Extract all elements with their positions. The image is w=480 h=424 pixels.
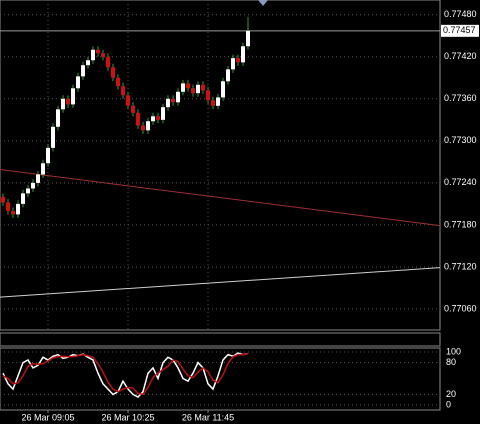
candle-body — [81, 65, 85, 77]
y-tick-label: 0 — [446, 399, 451, 409]
y-tick-label: 80 — [446, 357, 456, 367]
candle-body — [21, 193, 25, 204]
candle-body — [71, 88, 75, 105]
candle-body — [191, 88, 195, 94]
candle-body — [181, 83, 185, 92]
y-tick-label: 0.77420 — [444, 51, 477, 61]
candle-body — [31, 182, 35, 189]
main-panel — [0, 0, 441, 331]
candle-body — [41, 163, 45, 175]
y-tick-label: 0.77180 — [444, 219, 477, 229]
candle-body — [231, 58, 235, 70]
price-box — [441, 24, 479, 37]
candle-body — [151, 116, 155, 122]
shift-marker — [258, 0, 268, 6]
indicator-panel — [0, 332, 441, 347]
candle-body — [221, 81, 225, 98]
candle-body — [241, 46, 245, 63]
x-tick-label: 26 Mar 10:25 — [101, 412, 154, 422]
candle-body — [1, 196, 5, 203]
candle-body — [236, 58, 240, 63]
x-tick-label: 26 Mar 11:45 — [182, 412, 234, 422]
candle-body — [106, 56, 110, 68]
candle-body — [246, 30, 250, 47]
candle-body — [206, 90, 210, 101]
candle-body — [121, 86, 125, 96]
candle-body — [16, 203, 20, 215]
candle-body — [136, 112, 140, 126]
candle-body — [146, 121, 150, 131]
y-tick-label: 20 — [446, 389, 456, 399]
candle-body — [61, 98, 65, 110]
stochastic-line — [2, 352, 249, 398]
candle-body — [141, 125, 145, 131]
stochastic-panel — [0, 347, 441, 411]
candle-body — [196, 84, 200, 94]
candle-body — [96, 49, 100, 54]
candle-body — [111, 67, 115, 78]
x-tick-label: 26 Mar 09:05 — [21, 412, 74, 422]
candle-body — [36, 174, 40, 183]
candle-body — [66, 98, 70, 105]
candle-body — [51, 126, 55, 148]
candle-body — [166, 98, 170, 108]
candle-body — [76, 76, 80, 89]
candle-body — [86, 60, 90, 66]
candle-body — [156, 116, 160, 120]
y-tick-label: 0.77480 — [444, 9, 477, 19]
candle-body — [186, 83, 190, 89]
y-tick-label: 0.77240 — [444, 177, 477, 187]
y-tick-label: 0.77360 — [444, 93, 477, 103]
y-tick-label: 100 — [446, 346, 461, 356]
candle-body — [116, 77, 120, 87]
stochastic-line — [2, 352, 249, 396]
candle-body — [126, 95, 130, 106]
candle-body — [56, 109, 60, 127]
trendline — [0, 267, 441, 298]
candle-body — [216, 97, 220, 106]
candle-body — [161, 107, 165, 120]
candle-body — [6, 202, 10, 211]
y-tick-label: 0.77300 — [444, 135, 477, 145]
candle-body — [201, 84, 205, 91]
candle-body — [226, 69, 230, 82]
candle-body — [11, 210, 15, 215]
y-tick-label: 0.77060 — [444, 303, 477, 313]
candle-body — [176, 91, 180, 103]
current-price-label: 0.77457 — [443, 25, 476, 35]
candle-body — [101, 53, 105, 57]
candle-body — [211, 100, 215, 106]
candle-body — [91, 49, 95, 61]
trendline — [0, 169, 441, 227]
y-tick-label: 0.77120 — [444, 261, 477, 271]
candle-body — [131, 105, 135, 113]
candle-body — [171, 98, 175, 103]
candle-body — [26, 188, 30, 194]
candle-body — [46, 147, 50, 164]
